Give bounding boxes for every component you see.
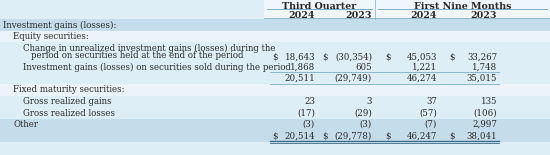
Text: 23: 23 bbox=[304, 97, 315, 106]
Bar bbox=[0, 31, 550, 42]
Text: 20,511: 20,511 bbox=[284, 74, 315, 83]
Bar bbox=[264, 0, 550, 19]
Bar bbox=[0, 19, 550, 31]
Text: 2023: 2023 bbox=[345, 11, 372, 20]
Text: (7): (7) bbox=[425, 120, 437, 129]
Text: 1,221: 1,221 bbox=[412, 62, 437, 71]
Text: 605: 605 bbox=[355, 62, 372, 71]
Bar bbox=[0, 119, 550, 130]
Text: 1,748: 1,748 bbox=[472, 62, 497, 71]
Text: (29): (29) bbox=[354, 108, 372, 117]
Text: Other: Other bbox=[13, 120, 38, 129]
Text: 46,247: 46,247 bbox=[406, 131, 437, 140]
Bar bbox=[0, 107, 550, 119]
Text: period on securities held at the end of the period: period on securities held at the end of … bbox=[31, 51, 244, 60]
Text: Gross realized losses: Gross realized losses bbox=[23, 108, 115, 117]
Text: 45,053: 45,053 bbox=[406, 53, 437, 62]
Text: 33,267: 33,267 bbox=[467, 53, 497, 62]
Text: $: $ bbox=[385, 53, 390, 62]
Text: First Nine Months: First Nine Months bbox=[414, 2, 512, 11]
Text: Equity securities:: Equity securities: bbox=[13, 32, 89, 41]
Text: (3): (3) bbox=[302, 120, 315, 129]
Text: 2024: 2024 bbox=[410, 11, 437, 20]
Text: 3: 3 bbox=[367, 97, 372, 106]
Text: $: $ bbox=[449, 131, 454, 140]
Text: Gross realized gains: Gross realized gains bbox=[23, 97, 112, 106]
Text: 2024: 2024 bbox=[289, 11, 315, 20]
Text: (106): (106) bbox=[474, 108, 497, 117]
Text: 2,997: 2,997 bbox=[472, 120, 497, 129]
Text: (3): (3) bbox=[360, 120, 372, 129]
Text: $: $ bbox=[322, 131, 327, 140]
Text: $: $ bbox=[449, 53, 454, 62]
Text: $: $ bbox=[272, 131, 278, 140]
Text: $: $ bbox=[272, 53, 278, 62]
Text: 135: 135 bbox=[481, 97, 497, 106]
Text: 20,514: 20,514 bbox=[284, 131, 315, 140]
Bar bbox=[0, 130, 550, 142]
Text: $: $ bbox=[322, 53, 327, 62]
Text: 2023: 2023 bbox=[470, 11, 497, 20]
Text: 1,868: 1,868 bbox=[290, 62, 315, 71]
Text: Investment gains (losses) on securities sold during the period: Investment gains (losses) on securities … bbox=[23, 62, 291, 72]
Text: 18,643: 18,643 bbox=[284, 53, 315, 62]
Bar bbox=[0, 84, 550, 95]
Text: 46,274: 46,274 bbox=[406, 74, 437, 83]
Text: 38,041: 38,041 bbox=[466, 131, 497, 140]
Text: (57): (57) bbox=[419, 108, 437, 117]
Text: (29,749): (29,749) bbox=[335, 74, 372, 83]
Text: (29,778): (29,778) bbox=[334, 131, 372, 140]
Text: $: $ bbox=[385, 131, 390, 140]
Text: Investment gains (losses):: Investment gains (losses): bbox=[3, 20, 117, 30]
Text: 35,015: 35,015 bbox=[466, 74, 497, 83]
Text: Change in unrealized investment gains (losses) during the: Change in unrealized investment gains (l… bbox=[23, 44, 276, 53]
Bar bbox=[0, 61, 550, 73]
Text: Fixed maturity securities:: Fixed maturity securities: bbox=[13, 86, 124, 95]
Bar bbox=[0, 73, 550, 84]
Text: Third Quarter: Third Quarter bbox=[282, 2, 356, 11]
Bar bbox=[0, 95, 550, 107]
Bar bbox=[0, 42, 550, 61]
Text: (30,354): (30,354) bbox=[335, 53, 372, 62]
Text: (17): (17) bbox=[297, 108, 315, 117]
Text: 37: 37 bbox=[426, 97, 437, 106]
